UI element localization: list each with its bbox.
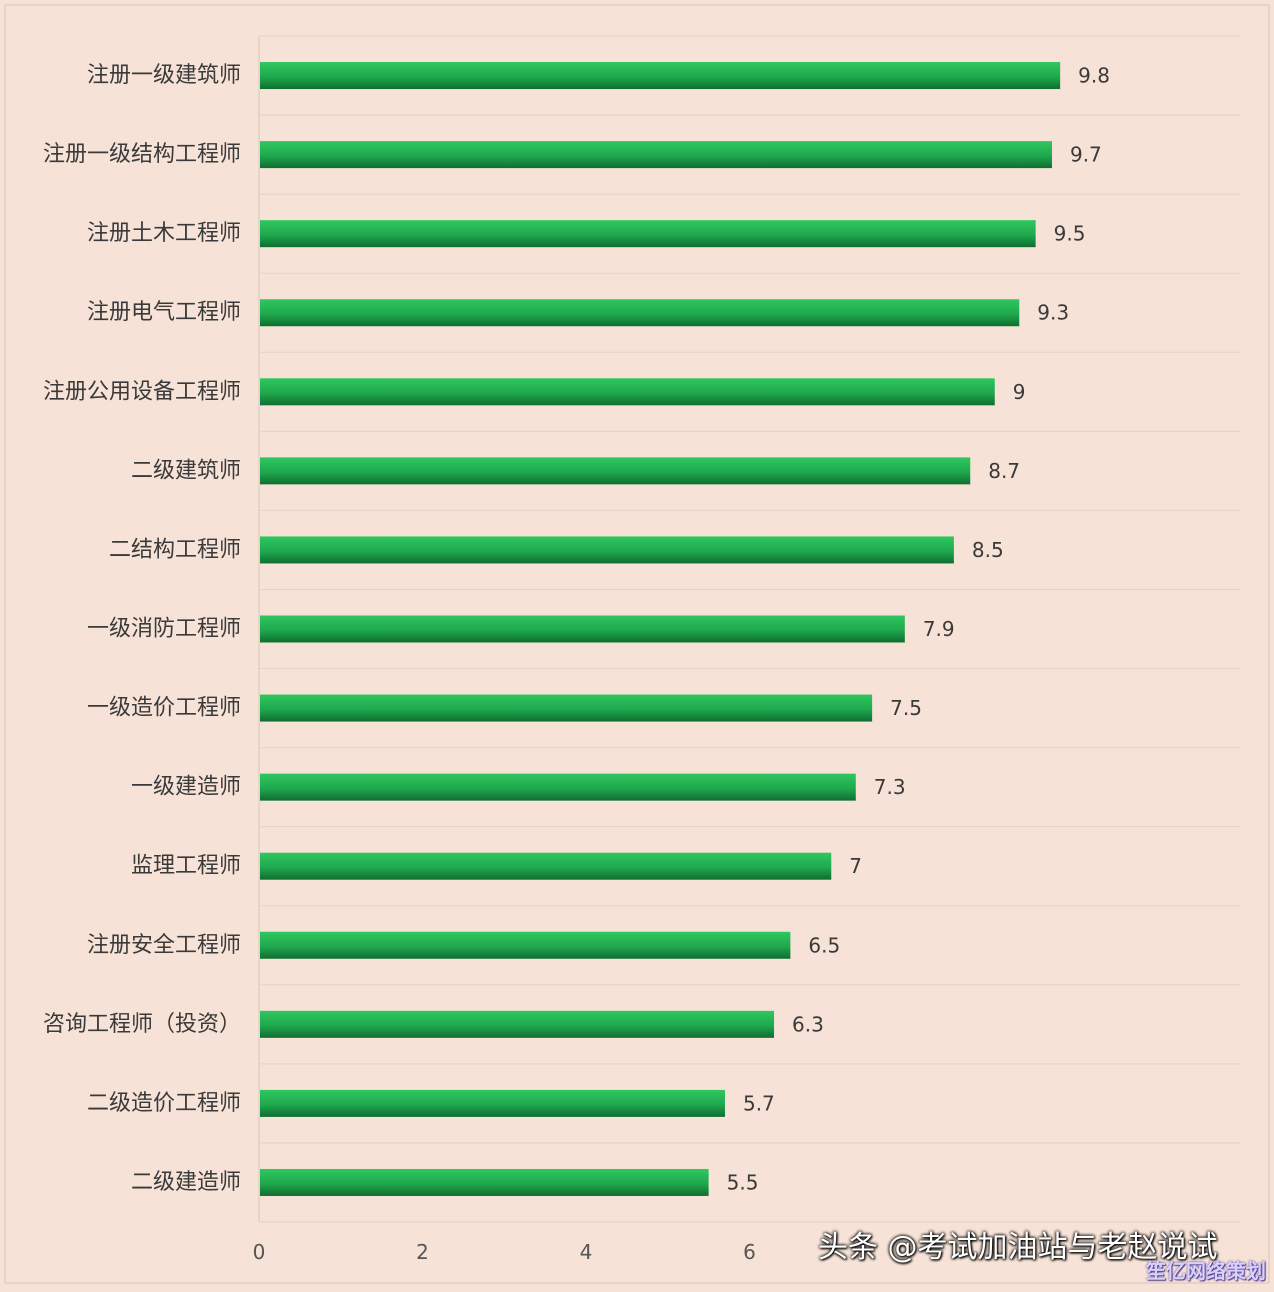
x-tick-label: 0 (253, 1240, 266, 1264)
watermark-corner: 笙亿网络策划 (1146, 1259, 1266, 1283)
bar (260, 931, 791, 959)
bar (260, 694, 873, 722)
value-label: 8.7 (988, 459, 1020, 483)
value-label: 9.8 (1078, 64, 1110, 88)
category-label: 一级造价工程师 (87, 696, 241, 721)
category-label: 监理工程师 (131, 854, 241, 879)
value-label: 6.5 (808, 933, 840, 957)
bar (260, 1010, 775, 1038)
bar (260, 457, 971, 485)
value-label: 7.3 (874, 775, 906, 799)
value-label: 7.9 (923, 617, 955, 641)
bar (260, 852, 832, 880)
value-label: 9 (1013, 380, 1026, 404)
x-tick-label: 2 (416, 1240, 429, 1264)
bar (260, 141, 1052, 169)
category-label: 注册土木工程师 (87, 221, 241, 246)
category-label: 二结构工程师 (109, 537, 241, 562)
category-label: 注册公用设备工程师 (43, 379, 241, 404)
chart-frame (4, 4, 1270, 1284)
bar (260, 1168, 709, 1196)
value-label: 7.5 (890, 696, 922, 720)
bar (260, 299, 1020, 327)
category-label: 咨询工程师（投资） (43, 1012, 241, 1037)
category-label: 一级建造师 (131, 775, 241, 800)
bar (260, 378, 995, 406)
x-tick-label: 6 (743, 1240, 756, 1264)
value-label: 9.3 (1037, 301, 1069, 325)
x-tick-label: 4 (580, 1240, 593, 1264)
value-label: 6.3 (792, 1012, 824, 1036)
category-label: 二级建筑师 (131, 458, 241, 483)
bar (260, 536, 954, 564)
bar (260, 773, 856, 801)
bar (260, 615, 905, 643)
value-label: 7 (849, 854, 862, 878)
watermark-main: 头条 @考试加油站与老赵说试 (818, 1230, 1218, 1265)
value-label: 5.5 (727, 1170, 759, 1194)
bar (260, 220, 1036, 248)
category-label: 一级消防工程师 (87, 617, 241, 642)
value-label: 8.5 (972, 538, 1004, 562)
category-label: 注册电气工程师 (87, 300, 241, 325)
value-label: 9.5 (1054, 222, 1086, 246)
category-label: 二级建造师 (131, 1170, 241, 1195)
bar (260, 1089, 725, 1117)
category-label: 二级造价工程师 (87, 1091, 241, 1116)
value-label: 9.7 (1070, 143, 1102, 167)
category-label: 注册一级建筑师 (87, 63, 241, 88)
bar (260, 62, 1061, 90)
value-label: 5.7 (743, 1091, 775, 1115)
category-label: 注册一级结构工程师 (43, 142, 241, 167)
category-label: 注册安全工程师 (87, 933, 241, 958)
